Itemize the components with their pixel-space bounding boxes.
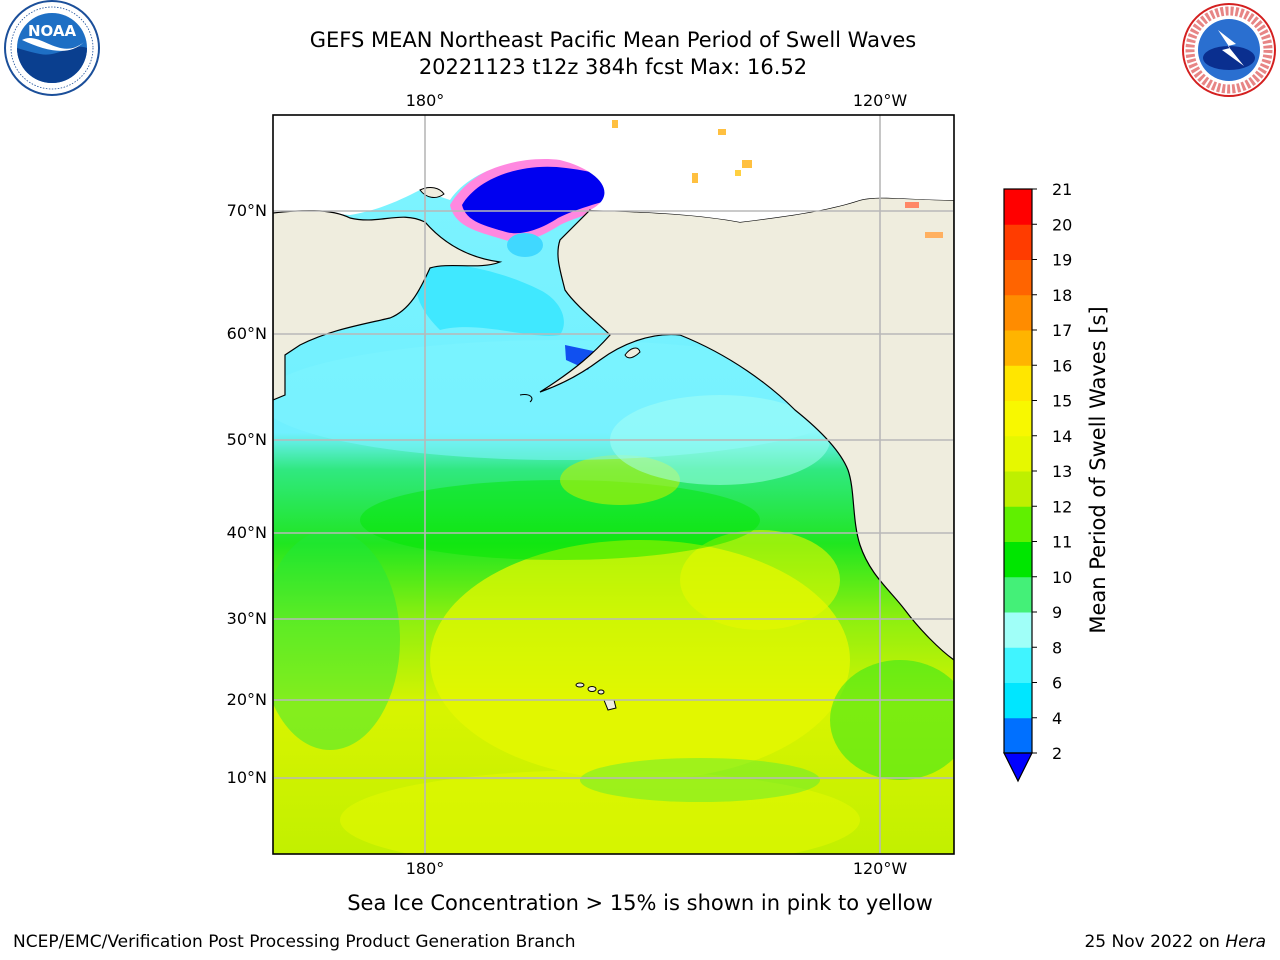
top-tick-120w: 120°W <box>853 91 908 110</box>
hawaii-islands <box>575 682 617 711</box>
colorbar-segment <box>1004 471 1032 507</box>
lat-tick-50n: 50°N <box>227 430 267 449</box>
colorbar-segment <box>1004 365 1032 401</box>
colorbar-segment <box>1004 506 1032 542</box>
colorbar-tick-label: 13 <box>1052 462 1072 481</box>
colorbar-tick-label: 2 <box>1052 744 1062 763</box>
colorbar-tick-label: 14 <box>1052 427 1072 446</box>
colorbar-label: Mean Period of Swell Waves [s] <box>1086 306 1110 634</box>
colorbar-segment <box>1004 682 1032 719</box>
colorbar-segment <box>1004 612 1032 648</box>
colorbar-segment <box>1004 294 1032 331</box>
graticule <box>273 115 954 854</box>
lat-tick-60n: 60°N <box>227 324 267 343</box>
colorbar-tick-label: 4 <box>1052 709 1062 728</box>
run-date: 25 Nov 2022 on Hera <box>1084 932 1266 952</box>
bottom-tick-120w: 120°W <box>853 859 908 878</box>
colorbar-tick-label: 17 <box>1052 321 1072 340</box>
lat-tick-20n: 20°N <box>227 690 267 709</box>
colorbar-tick-label: 12 <box>1052 497 1072 516</box>
colorbar-tick-label: 8 <box>1052 638 1062 657</box>
sea-ice-note: Sea Ice Concentration > 15% is shown in … <box>347 891 933 915</box>
lat-tick-40n: 40°N <box>227 523 267 542</box>
colorbar-tick-label: 15 <box>1052 392 1072 411</box>
bering-sea <box>416 263 564 336</box>
nws-logo <box>1182 3 1276 97</box>
siberia-land <box>273 209 503 401</box>
colorbar-segment <box>1004 541 1032 578</box>
bottom-tick-180: 180° <box>406 859 445 878</box>
colorbar-tick-label: 10 <box>1052 568 1072 587</box>
colorbar-tick-label: 16 <box>1052 356 1072 375</box>
machine-name: Hera <box>1225 932 1266 952</box>
colorbar-tick-label: 11 <box>1052 533 1072 552</box>
colorbar-segment <box>1004 435 1032 472</box>
arctic-low-period <box>462 166 640 234</box>
lat-tick-70n: 70°N <box>227 201 267 220</box>
colorbar-tick-label: 18 <box>1052 286 1072 305</box>
colorbar: 2 4 6 8 9 10 11 12 13 14 15 16 17 18 19 20 21 <box>1003 180 1072 783</box>
map-frame <box>272 114 955 855</box>
colorbar-segment <box>1004 647 1032 683</box>
colorbar-tick-label: 6 <box>1052 674 1062 693</box>
colorbar-segment <box>1004 400 1032 437</box>
map-panel <box>273 115 954 854</box>
colorbar-segment <box>1004 330 1032 366</box>
colorbar-segment <box>1004 717 1032 754</box>
colorbar-tick-label: 19 <box>1052 251 1072 270</box>
map-subtitle: 20221123 t12z 384h fcst Max: 16.52 <box>418 55 808 79</box>
top-tick-180: 180° <box>406 91 445 110</box>
colorbar-tick-label: 21 <box>1052 180 1072 199</box>
colorbar-segment <box>1004 259 1032 296</box>
noaa-logo: NOAA <box>4 0 100 96</box>
run-date-text: 25 Nov 2022 on <box>1084 932 1226 952</box>
colorbar-tick-label: 20 <box>1052 215 1072 234</box>
credit-text: NCEP/EMC/Verification Post Processing Pr… <box>13 932 576 952</box>
colorbar-segment <box>1004 189 1032 225</box>
svg-text:NOAA: NOAA <box>28 22 77 40</box>
colorbar-segment <box>1004 576 1032 613</box>
colorbar-tick-label: 9 <box>1052 603 1062 622</box>
map-title: GEFS MEAN Northeast Pacific Mean Period … <box>309 28 917 52</box>
colorbar-segment <box>1004 224 1032 260</box>
lat-tick-10n: 10°N <box>227 768 267 787</box>
lat-tick-30n: 30°N <box>227 609 267 628</box>
colorbar-under-arrow <box>1003 752 1033 783</box>
